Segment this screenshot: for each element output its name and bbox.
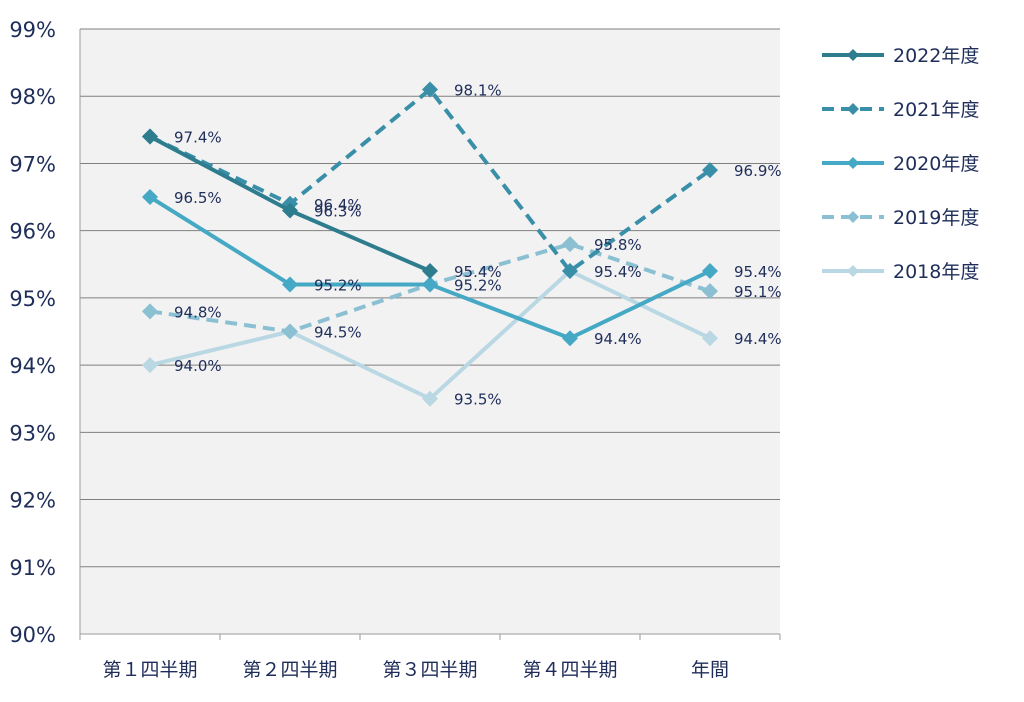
y-tick-label: 98%	[9, 85, 56, 109]
y-tick-label: 97%	[9, 152, 56, 176]
x-tick-label: 第４四半期	[522, 659, 617, 681]
data-label: 95.4%	[734, 263, 782, 281]
legend-marker	[847, 265, 859, 277]
y-tick-label: 99%	[9, 18, 56, 42]
data-point	[562, 263, 578, 279]
x-axis: 第１四半期 第２四半期 第３四半期 第４四半期 年間	[79, 634, 781, 681]
legend-label: 2019年度	[893, 207, 979, 229]
y-tick-label: 90%	[9, 623, 56, 647]
data-point	[422, 81, 438, 98]
data-label: 96.9%	[734, 162, 782, 180]
data-point	[702, 330, 718, 347]
data-point	[702, 283, 718, 300]
legend-label: 2018年度	[893, 261, 979, 283]
data-label: 94.4%	[594, 330, 642, 348]
data-point	[422, 390, 438, 407]
data-point	[142, 303, 158, 320]
y-axis: 90% 91% 92% 93% 94% 95% 96% 97% 98% 99%	[9, 18, 81, 647]
data-label: 94.5%	[314, 324, 362, 342]
data-point	[702, 162, 718, 179]
data-label: 96.4%	[314, 196, 362, 214]
x-tick-label: 第３四半期	[382, 659, 477, 681]
data-point	[282, 323, 298, 340]
y-tick-label: 93%	[9, 421, 56, 445]
y-tick-label: 92%	[9, 489, 56, 513]
data-label: 93.5%	[454, 391, 502, 409]
data-point	[282, 202, 298, 219]
data-label: 98.1%	[454, 82, 502, 100]
plot-area	[80, 29, 780, 634]
data-label: 94.4%	[734, 330, 782, 348]
data-label: 95.8%	[594, 236, 642, 254]
data-label: 95.2%	[314, 276, 362, 294]
data-point	[282, 276, 298, 293]
series-line	[149, 87, 712, 273]
data-point	[422, 276, 438, 293]
legend-marker	[847, 211, 859, 223]
legend-marker	[847, 103, 859, 115]
y-tick-label: 95%	[9, 287, 56, 311]
data-label: 94.0%	[174, 357, 222, 375]
legend-label: 2021年度	[893, 99, 979, 121]
data-label: 96.3%	[314, 203, 362, 221]
data-label: 95.1%	[734, 283, 782, 301]
y-tick-label: 96%	[9, 220, 56, 244]
x-tick-label: 第２四半期	[242, 659, 337, 681]
data-label: 97.4%	[174, 129, 222, 147]
data-point	[422, 263, 438, 279]
data-point	[142, 189, 158, 206]
data-point	[142, 128, 158, 145]
x-tick-label: 第１四半期	[102, 659, 197, 681]
data-label: 95.2%	[454, 276, 502, 294]
x-tick-label: 年間	[691, 659, 729, 681]
y-tick-label: 91%	[9, 556, 56, 580]
data-label: 95.4%	[594, 263, 642, 281]
legend-label: 2020年度	[893, 153, 979, 175]
data-point	[562, 330, 578, 347]
legend: 2022年度 2021年度 2020年度 2019年度 2018年度	[822, 45, 979, 283]
data-point	[702, 263, 718, 279]
data-point	[142, 357, 158, 374]
data-label: 95.4%	[454, 263, 502, 281]
legend-marker	[847, 157, 859, 169]
series-layer	[142, 81, 718, 407]
legend-label: 2022年度	[893, 45, 979, 67]
y-tick-label: 94%	[9, 354, 56, 378]
legend-marker	[847, 49, 859, 61]
data-labels: 97.4% 96.3% 95.4% 96.4% 98.1% 95.4% 96.9% 96.5%…	[174, 82, 782, 409]
data-point	[562, 236, 578, 253]
data-label: 96.5%	[174, 189, 222, 207]
data-label: 94.8%	[174, 303, 222, 321]
